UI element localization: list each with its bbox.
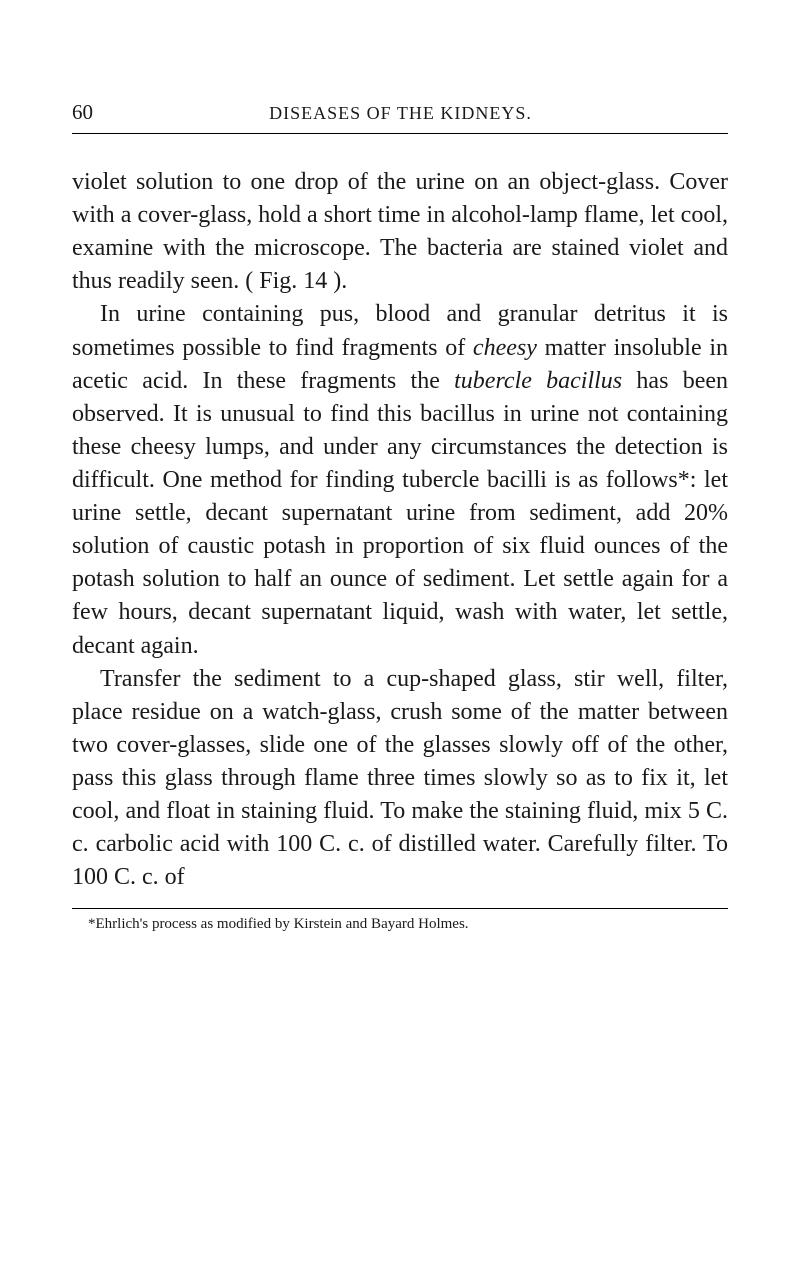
header-rule: [72, 133, 728, 134]
p2-part-c: has been observed. It is unusual to find…: [72, 368, 728, 659]
page-header: 60 DISEASES OF THE KIDNEYS.: [72, 100, 728, 125]
footnote: *Ehrlich's process as modified by Kirste…: [72, 915, 728, 935]
paragraph-2: In urine containing pus, blood and granu…: [72, 298, 728, 662]
paragraph-1: violet solution to one drop of the urine…: [72, 166, 728, 298]
chapter-title: DISEASES OF THE KIDNEYS.: [269, 103, 532, 124]
paragraph-3: Transfer the sediment to a cup-shaped gl…: [72, 663, 728, 895]
body-text: violet solution to one drop of the urine…: [72, 166, 728, 894]
footnote-rule: [72, 908, 728, 909]
page-number: 60: [72, 100, 93, 125]
p2-tubercle-italic: tubercle bacillus: [454, 368, 622, 394]
p2-cheesy-italic: cheesy: [473, 335, 537, 361]
